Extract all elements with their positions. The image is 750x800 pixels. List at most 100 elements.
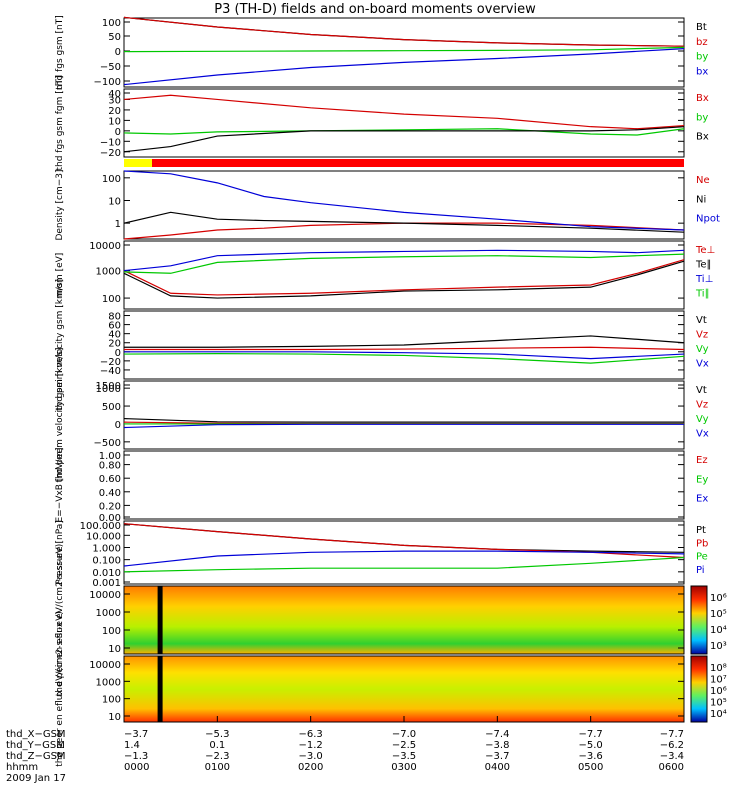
panel-frame — [123, 380, 685, 450]
legend-label: Te∥ — [695, 260, 712, 271]
y-tick-label: 1.00 — [99, 451, 121, 462]
legend-label: Te⊥ — [695, 245, 715, 256]
panel-frame — [123, 170, 685, 240]
series-line-Npot — [123, 170, 685, 231]
status-bar — [124, 159, 684, 167]
colorbar-tick-label: 10⁶ — [710, 686, 727, 697]
status-bar-red — [152, 159, 684, 167]
legend-label: Pb — [696, 538, 708, 549]
legend-label: Ey — [696, 474, 708, 485]
series-line-Ti⊥ — [123, 249, 685, 272]
panel-4: 10000 1000 100 mom [eV] Te⊥ Te∥ Ti⊥ Ti∥ — [55, 240, 715, 310]
y-tick-label: 100 — [102, 294, 121, 305]
page-title: P3 (TH-D) fields and on-board moments ov… — [214, 2, 536, 17]
y-tick-label: 0 — [115, 47, 121, 58]
y-tick-label: 1000 — [96, 384, 121, 395]
y-tick-label: 1000 — [96, 677, 121, 688]
ephemeris-value: −3.7 — [124, 729, 148, 740]
panel-frame — [123, 310, 685, 380]
colorbar-tick-label: 10⁴ — [710, 709, 727, 720]
y-tick-label: 10000 — [89, 241, 121, 252]
y-tick-label: 0 — [115, 348, 121, 359]
colorbar-tick-label: 10⁵ — [710, 698, 727, 709]
series-line-Bt — [123, 16, 685, 47]
series-line-bz — [123, 16, 685, 47]
legend-label: Pt — [696, 525, 706, 536]
ephemeris-value: −2.5 — [392, 740, 416, 751]
legend-label: Ne — [696, 175, 710, 186]
panel-7: 1.000.80 0.60 0.40 0.200.00 E=−VxB [mV/m] Ez E… — [55, 447, 708, 524]
colorbar-tick-label: 10³ — [710, 641, 727, 652]
panel-10: 10000 1000 100 10 thd peer en eflux eV/(cm2-… — [55, 611, 708, 767]
legend-label: Vz — [696, 400, 708, 411]
series-line-Te⊥ — [123, 259, 685, 296]
colorbar-tick-label: 10⁷ — [710, 675, 727, 686]
y-axis-label: mom [eV] — [55, 253, 65, 298]
y-axis-label: thd peem velocity gsm [km/s] — [55, 347, 65, 482]
y-tick-label: 0.010 — [92, 568, 121, 579]
colorbar-tick-label: 10⁶ — [710, 593, 727, 604]
ephemeris-row-label: thd_Z−GSM — [6, 751, 66, 762]
legend-label: Vx — [696, 429, 709, 440]
series-line-Vx — [124, 351, 685, 360]
series-line-Te∥ — [123, 260, 685, 299]
y-tick-label: 60 — [108, 321, 121, 332]
legend-label: Vt — [696, 385, 707, 396]
legend-label: Vz — [696, 330, 708, 341]
legend-label: Bx — [696, 132, 709, 143]
legend-label: bx — [696, 66, 708, 77]
y-tick-label: 1.000 — [92, 543, 121, 554]
ephemeris-value: 0100 — [205, 762, 230, 773]
legend-label: Vx — [696, 359, 709, 370]
y-tick-label: 100 — [102, 695, 121, 706]
series-line-by — [123, 46, 685, 53]
ephemeris-value: −5.0 — [579, 740, 603, 751]
panel-9: 10000 1000 100 10 thd peir en eflux eV/(cm2-… — [55, 544, 708, 696]
panel-3: 100 10 1 Density [cm−3] Ne Ni Npot — [55, 169, 720, 240]
y-tick-label: 40 — [108, 89, 121, 100]
legend-label: Bt — [696, 22, 707, 33]
legend-label: Npot — [696, 214, 720, 225]
y-tick-label: 1000 — [96, 267, 121, 278]
colorbar-strip — [690, 585, 708, 655]
ephemeris-value: 0600 — [659, 762, 684, 773]
series-line-Vy — [123, 353, 685, 364]
y-tick-label: 30 — [108, 95, 121, 106]
ephemeris-row-label: thd_X−GSM — [6, 729, 66, 740]
colorbar-tick-label: 10⁸ — [710, 663, 727, 674]
ephemeris-value: −3.8 — [485, 740, 509, 751]
colorbar-strip — [690, 655, 708, 723]
series-line-Vz — [124, 346, 685, 351]
ephemeris-value: 0300 — [391, 762, 416, 773]
ephemeris-value: −3.4 — [660, 751, 684, 762]
y-tick-label: 10.000 — [86, 531, 121, 542]
y-tick-label: 1000 — [96, 608, 121, 619]
panel-frame — [123, 240, 685, 310]
y-tick-label: −500 — [94, 438, 121, 449]
heatmap-fill — [124, 656, 684, 722]
legend-label: Ni — [696, 194, 706, 205]
panel-frame — [123, 585, 685, 655]
y-tick-label: 80 — [108, 312, 121, 323]
legend-label: by — [696, 112, 708, 123]
y-axis-label: thd peer en eflux eV/(cm2-s-sr-eV) — [55, 611, 65, 766]
y-tick-label: 10 — [108, 712, 121, 723]
colorbar — [690, 585, 708, 655]
ephemeris-value: −1.3 — [124, 751, 148, 762]
ephemeris-value: 0000 — [124, 762, 149, 773]
y-tick-label: −40 — [100, 366, 121, 377]
ephemeris-value: −7.7 — [660, 729, 684, 740]
legend-label: Ez — [696, 455, 708, 466]
y-tick-label: 500 — [102, 402, 121, 413]
status-bar-yellow — [124, 159, 152, 167]
ephemeris-value: −7.7 — [579, 729, 603, 740]
ephemeris-value: −7.0 — [392, 729, 416, 740]
ephemeris-value: 0200 — [298, 762, 323, 773]
panel-frame — [123, 17, 685, 88]
series-line-Bx — [123, 94, 685, 130]
y-axis-label: Density [cm−3] — [55, 169, 65, 240]
